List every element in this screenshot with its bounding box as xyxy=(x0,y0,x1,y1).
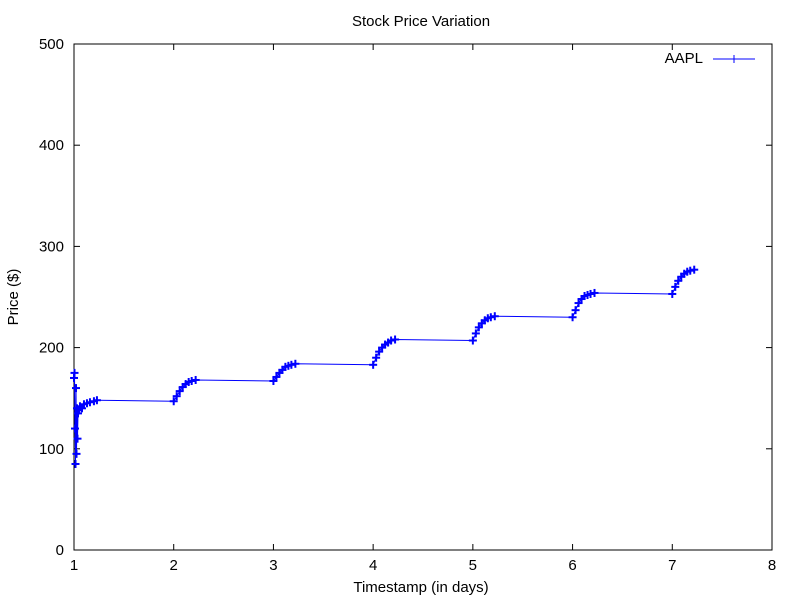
data-point-aapl xyxy=(690,265,699,274)
plot-area-frame xyxy=(73,43,773,551)
y-tick-label: 0 xyxy=(56,542,64,559)
data-point-aapl xyxy=(387,336,396,345)
data-point-aapl xyxy=(175,387,184,396)
data-point-aapl xyxy=(71,384,80,393)
data-point-aapl xyxy=(674,276,683,285)
data-point-aapl xyxy=(671,282,680,291)
y-tick-label: 300 xyxy=(39,238,64,255)
data-point-aapl xyxy=(269,376,278,385)
y-tick-label: 500 xyxy=(39,36,64,53)
data-point-aapl xyxy=(73,434,82,443)
data-point-aapl xyxy=(70,424,79,433)
x-axis: 1 2 3 4 5 6 7 8 xyxy=(70,44,776,574)
data-point-aapl xyxy=(72,449,81,458)
data-point-aapl xyxy=(490,312,499,321)
y-tick-label: 100 xyxy=(39,441,64,458)
data-point-aapl xyxy=(574,299,583,308)
data-point-aapl xyxy=(486,313,495,322)
data-point-aapl xyxy=(291,359,300,368)
y-tick-label: 400 xyxy=(39,137,64,154)
data-point-aapl xyxy=(287,360,296,369)
data-point-aapl xyxy=(369,360,378,369)
x-tick-label: 3 xyxy=(269,557,277,574)
data-point-aapl xyxy=(586,289,595,298)
chart-title: Stock Price Variation xyxy=(352,13,490,30)
x-tick-label: 8 xyxy=(768,557,776,574)
x-tick-label: 7 xyxy=(668,557,676,574)
x-tick-label: 2 xyxy=(170,557,178,574)
series-aapl xyxy=(70,265,699,468)
data-point-aapl xyxy=(474,323,483,332)
legend-label-aapl: AAPL xyxy=(665,50,703,67)
data-point-aapl xyxy=(391,335,400,344)
legend: AAPL xyxy=(665,50,755,67)
data-point-aapl xyxy=(568,313,577,322)
data-point-aapl xyxy=(187,376,196,385)
data-point-aapl xyxy=(191,375,200,384)
data-point-aapl xyxy=(70,368,79,377)
data-point-aapl xyxy=(471,329,480,338)
data-point-aapl xyxy=(71,459,80,468)
data-point-aapl xyxy=(169,397,178,406)
x-tick-label: 6 xyxy=(568,557,576,574)
y-axis-label: Price ($) xyxy=(5,269,22,326)
data-point-aapl xyxy=(571,306,580,315)
x-tick-label: 1 xyxy=(70,557,78,574)
data-point-aapl xyxy=(590,288,599,297)
x-tick-label: 4 xyxy=(369,557,377,574)
x-tick-label: 5 xyxy=(469,557,477,574)
y-axis: 0 100 200 300 400 500 xyxy=(39,36,772,559)
data-point-aapl xyxy=(686,266,695,275)
data-point-aapl xyxy=(372,353,381,362)
x-axis-label: Timestamp (in days) xyxy=(353,579,488,596)
data-point-aapl xyxy=(92,396,101,405)
series-line-aapl xyxy=(73,269,695,465)
data-point-aapl xyxy=(272,372,281,381)
data-point-aapl xyxy=(468,336,477,345)
data-point-aapl xyxy=(85,398,94,407)
data-point-aapl xyxy=(172,392,181,401)
data-point-aapl xyxy=(668,289,677,298)
data-point-aapl xyxy=(77,404,86,413)
data-point-aapl xyxy=(375,347,384,356)
y-tick-label: 200 xyxy=(39,340,64,357)
